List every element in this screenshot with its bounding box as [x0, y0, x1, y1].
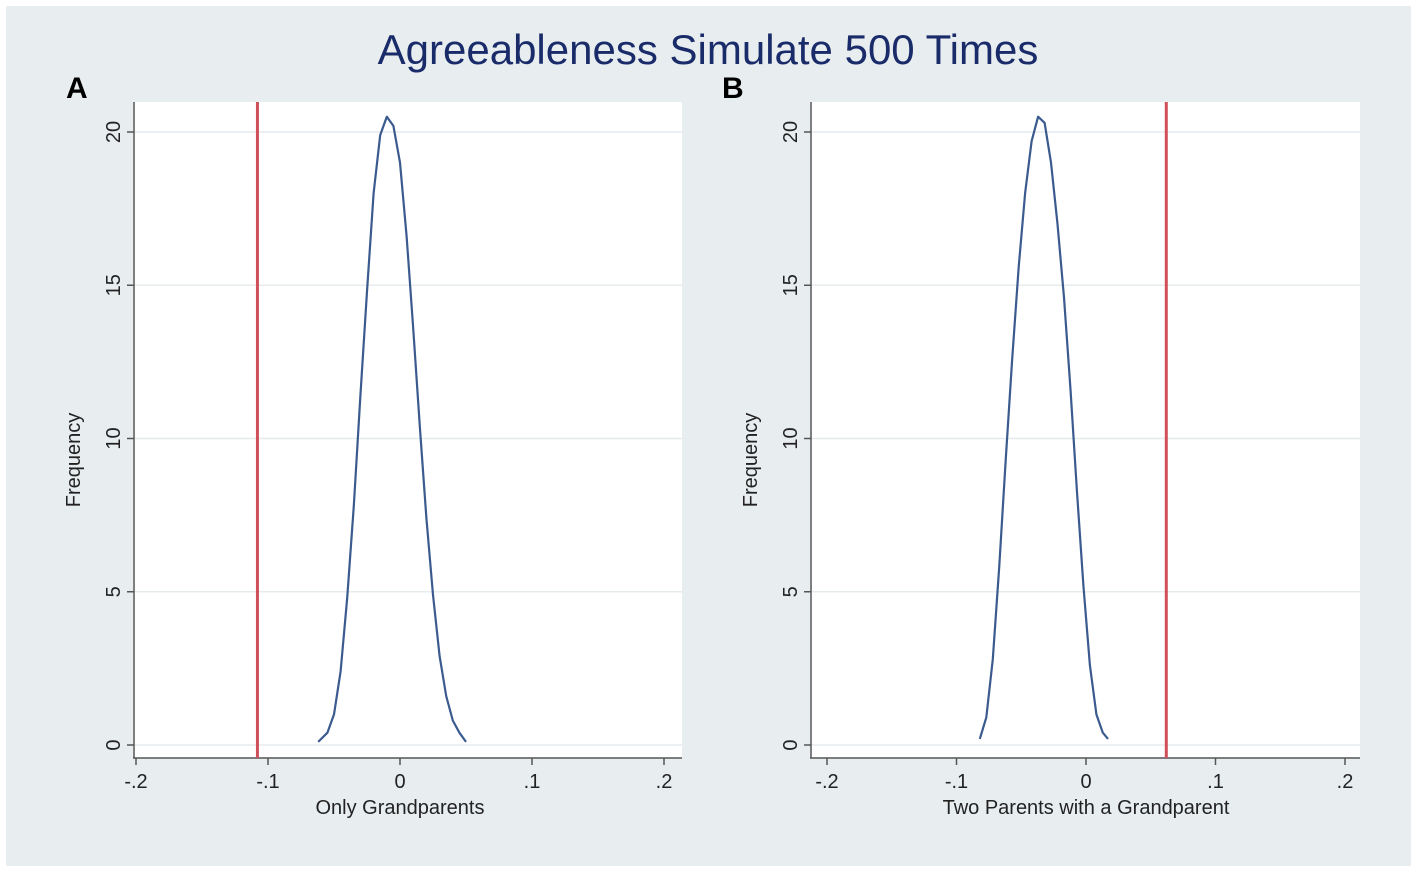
- x-tick-label-1: -.1: [256, 771, 279, 793]
- chart-panel-a: -.2 -.1 0 .1 .2 0 5 10 15 20 Only Grandparents Freq…: [63, 72, 682, 819]
- x-axis-label: Two Parents with a Grandparent: [943, 797, 1230, 819]
- y-tick-label-3: 15: [103, 274, 125, 296]
- y-tick-label-0: 0: [780, 739, 802, 750]
- figure-title: Agreeableness Simulate 500 Times: [378, 26, 1039, 73]
- density-curve-0: [978, 115, 1109, 740]
- plot-area: [810, 102, 1360, 758]
- panel-label: B: [722, 72, 744, 105]
- y-tick-label-1: 5: [780, 586, 802, 597]
- density-curve-0: [317, 115, 467, 743]
- x-tick-label-0: -.2: [124, 771, 147, 793]
- x-tick-label-3: .1: [1207, 771, 1224, 793]
- y-tick-label-4: 20: [780, 121, 802, 143]
- y-tick-label-2: 10: [780, 427, 802, 449]
- y-axis-label: Frequency: [740, 413, 762, 508]
- x-tick-label-2: 0: [394, 771, 405, 793]
- x-tick-label-3: .1: [524, 771, 541, 793]
- x-tick-label-1: -.1: [945, 771, 968, 793]
- y-tick-label-3: 15: [780, 274, 802, 296]
- x-axis-label: Only Grandparents: [316, 797, 485, 819]
- y-axis-label: Frequency: [63, 413, 85, 508]
- x-tick-label-4: .2: [656, 771, 673, 793]
- plot-area: [133, 102, 682, 758]
- x-tick-label-4: .2: [1337, 771, 1354, 793]
- x-tick-label-0: -.2: [815, 771, 838, 793]
- panels: -.2 -.1 0 .1 .2 0 5 10 15 20 Only Grandparents Freq…: [63, 72, 1360, 819]
- y-tick-label-2: 10: [103, 427, 125, 449]
- y-tick-label-1: 5: [103, 586, 125, 597]
- panel-label: A: [66, 72, 88, 105]
- chart-panel-b: -.2 -.1 0 .1 .2 0 5 10 15 20 Two Parents with a Gr…: [722, 72, 1360, 819]
- y-tick-label-0: 0: [103, 739, 125, 750]
- x-tick-label-2: 0: [1080, 771, 1091, 793]
- y-tick-label-4: 20: [103, 121, 125, 143]
